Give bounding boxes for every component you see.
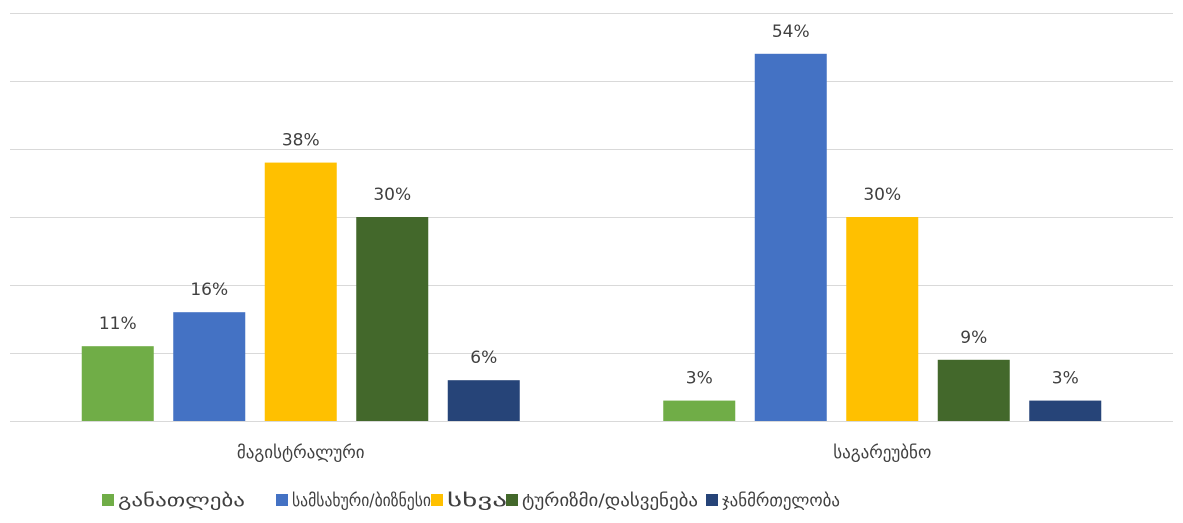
legend-label-5: ჯანმრთელობა — [722, 491, 840, 511]
bar-1-2 — [663, 400, 736, 421]
data-label-5-2: 3% — [1052, 369, 1079, 389]
data-label-1-2: 3% — [686, 369, 713, 389]
bar-1-1 — [81, 346, 154, 421]
bar-2-1 — [173, 312, 246, 421]
data-label-2-2: 54% — [772, 22, 810, 42]
legend-label-1: განათლება — [118, 491, 245, 511]
bar-5-2 — [1029, 400, 1102, 421]
data-label-4-2: 9% — [960, 328, 987, 348]
legend-swatch-4 — [506, 494, 518, 506]
category-label-2: საგარეუბნო — [833, 443, 931, 463]
legend-label-4: ტურიზმი/დასვენება — [522, 491, 698, 511]
legend-swatch-1 — [102, 494, 114, 506]
bar-3-1 — [264, 162, 337, 421]
legend-label-2: სამსახური/ბიზნესი — [292, 491, 431, 511]
bar-5-1 — [447, 380, 520, 421]
data-label-5-1: 6% — [470, 348, 497, 368]
bars — [81, 53, 1102, 422]
data-label-3-2: 30% — [863, 185, 901, 205]
data-label-2-1: 16% — [190, 280, 228, 300]
data-label-3-1: 38% — [282, 131, 320, 151]
legend: განათლება სამსახური/ბიზნესი სხვა ტურიზმი/და… — [102, 491, 840, 511]
bar-3-2 — [846, 217, 919, 421]
category-labels: მაგისტრალური საგარეუბნო — [237, 443, 931, 463]
category-label-1: მაგისტრალური — [237, 443, 365, 463]
legend-swatch-5 — [706, 494, 718, 506]
legend-label-3: სხვა — [447, 491, 507, 511]
legend-swatch-2 — [276, 494, 288, 506]
data-label-4-1: 30% — [373, 185, 411, 205]
data-label-1-1: 11% — [99, 314, 137, 334]
data-labels: 11% 16% 38% 30% 6% 3% 54% 30% 9% 3% — [99, 22, 1079, 389]
legend-swatch-3 — [431, 494, 443, 506]
bar-4-2 — [937, 359, 1010, 421]
bar-2-2 — [754, 53, 827, 422]
bar-4-1 — [356, 217, 429, 421]
